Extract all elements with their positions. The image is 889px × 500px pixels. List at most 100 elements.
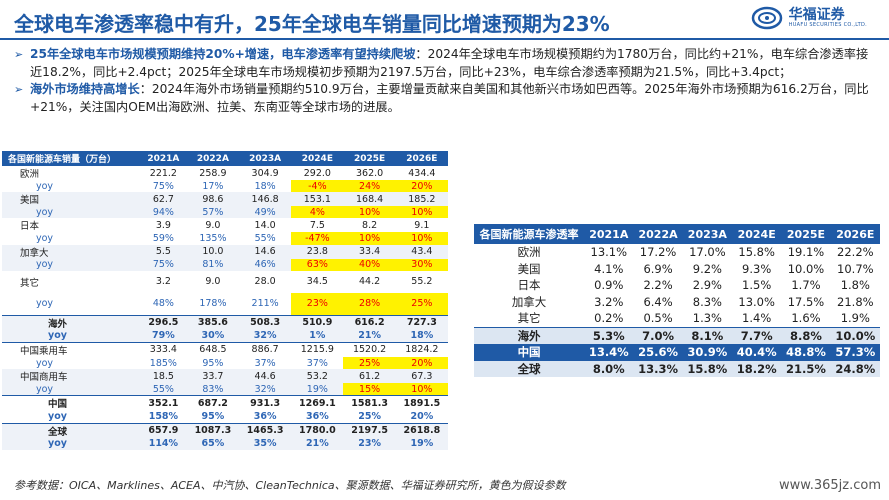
row-label: 全球: [517, 361, 541, 376]
table-row: yoy 75% 17% 18% -4% 24% 20%: [2, 180, 448, 193]
table-cell: 5.3%: [584, 326, 634, 344]
bullet-text: ：2024年海外市场销量预期约510.9万台，主要增量贡献来自美国和其他新兴市场…: [30, 82, 869, 114]
table-cell: 5.5: [140, 244, 187, 259]
header-year: 2025E: [343, 151, 396, 166]
table-cell: 65%: [186, 437, 240, 450]
table-cell: 44.2: [359, 276, 381, 288]
table-cell: 4.1%: [594, 261, 624, 276]
table-cell: 10%: [395, 206, 448, 219]
row-label: 其它: [20, 277, 40, 289]
table-cell: 8.3%: [692, 294, 722, 309]
table-cell: 55.2: [411, 276, 433, 288]
table-cell: 510.9: [291, 314, 344, 330]
row-label: 中国: [517, 345, 541, 360]
table-cell: 1780.0: [291, 422, 344, 438]
arrow-bullet-icon: ➢: [14, 83, 24, 96]
table-cell: 25%: [343, 356, 396, 370]
table-cell: 135%: [199, 232, 227, 244]
row-label: yoy: [2, 206, 140, 219]
table-cell: 24.8%: [835, 361, 876, 376]
table-cell: 94%: [140, 206, 187, 219]
table-cell: 1.9%: [840, 311, 870, 326]
table-cell: 17.2%: [639, 245, 677, 260]
row-label: 海外: [2, 314, 140, 330]
row-label: yoy: [36, 298, 54, 310]
table-cell: 352.1: [140, 395, 187, 411]
table-cell: 55%: [140, 383, 187, 396]
table-cell: 15.8%: [738, 245, 775, 260]
table-cell: 9.0: [205, 219, 221, 231]
table-row: yoy 59% 135% 55% -47% 10% 10%: [2, 232, 448, 245]
penetration-table: 各国新能源车渗透率 2021A 2022A 2023A 2024E 2025E 2026E …: [474, 224, 880, 377]
header-year: 2022A: [186, 151, 240, 166]
table-cell: 59%: [152, 232, 174, 244]
table-cell: 32%: [239, 383, 292, 396]
sales-table: 各国新能源车销量（万台） 2021A 2022A 2023A 2024E 2025E 202…: [2, 151, 448, 450]
header-year: 2026E: [830, 224, 880, 244]
table-cell: 1.7%: [791, 278, 821, 293]
table-cell: 62.7: [140, 192, 187, 207]
table-cell: 19%: [395, 437, 448, 450]
table-cell: 19%: [291, 383, 344, 396]
table-cell: 333.4: [140, 341, 187, 357]
table-cell: 3.2: [155, 276, 171, 288]
header-year: 2021A: [584, 224, 634, 244]
table-cell: 10.0%: [830, 326, 880, 344]
table-cell: -4%: [291, 180, 344, 193]
table-row: 美国 62.7 98.6 146.8 153.1 168.4 185.2: [2, 192, 448, 207]
table-cell: 18.2%: [736, 361, 777, 376]
table-cell: 1824.2: [395, 341, 448, 357]
table-cell: 434.4: [408, 167, 436, 179]
row-label: 欧洲: [517, 245, 541, 260]
table-cell: 13.4%: [588, 345, 629, 360]
table-cell: 20%: [410, 410, 434, 422]
table-cell: 114%: [140, 437, 187, 450]
table-cell: 25%: [395, 292, 448, 316]
table-cell: 37%: [254, 357, 276, 369]
table-cell: 30.9%: [687, 345, 728, 360]
table-cell: 10%: [343, 232, 396, 245]
bullet-item: ➢ 海外市场维持高增长：2024年海外市场销量预期约510.9万台，主要增量贡献…: [14, 81, 880, 116]
header-year: 2021A: [140, 151, 187, 166]
table-cell: 8.1%: [682, 326, 733, 344]
table-cell: 362.0: [356, 167, 384, 179]
table-row: yoy 158% 95% 36% 36% 25% 20%: [2, 410, 448, 423]
table-cell: 15.8%: [687, 361, 728, 376]
slide-title: 全球电车渗透率稳中有升，25年全球电车销量同比增速预期为23%: [14, 12, 610, 36]
table-cell: 13.1%: [590, 245, 628, 260]
table-row: yoy 94% 57% 49% 4% 10% 10%: [2, 206, 448, 219]
header-year: 2024E: [732, 224, 782, 244]
table-cell: 57%: [186, 206, 240, 219]
row-label: 欧洲: [20, 169, 40, 180]
table-cell: 7.7%: [732, 326, 782, 344]
table-cell: 33.7: [186, 369, 240, 384]
table-cell: 15%: [343, 383, 396, 396]
table-cell: 3.2%: [594, 294, 624, 309]
bullet-heading: 海外市场维持高增长: [30, 82, 140, 96]
table-cell: 0.9%: [594, 278, 624, 293]
table-cell: 8.0%: [592, 361, 625, 376]
table-cell: 6.4%: [643, 294, 673, 309]
table-cell: 75%: [140, 258, 187, 271]
table-cell: 18.5: [140, 369, 187, 384]
table-cell: 886.7: [239, 341, 292, 357]
table-cell: 158%: [148, 410, 179, 422]
header-label: 各国新能源车渗透率: [474, 224, 585, 244]
table-cell: 10.0: [186, 244, 240, 259]
table-cell: 43.4: [395, 244, 448, 259]
table-cell: 657.9: [140, 422, 187, 438]
table-cell: 17.0%: [689, 245, 726, 260]
table-cell: 55%: [254, 232, 276, 244]
table-cell: 53.2: [291, 369, 344, 384]
table-cell: 1269.1: [291, 395, 344, 411]
table-cell: 1465.3: [239, 422, 292, 438]
table-cell: 296.5: [140, 314, 187, 330]
table-cell: 25.6%: [638, 345, 679, 360]
bullet-text: ：2024年全球电车市场规模预期约为1780万台，同比约+21%，电车综合渗透率…: [30, 47, 869, 79]
row-label: yoy: [36, 180, 54, 192]
table-cell: 17%: [202, 180, 224, 192]
table-cell: 13.0%: [738, 294, 775, 309]
table-cell: 81%: [186, 258, 240, 271]
table-row: 其它 3.2 9.0 28.0 34.5 44.2 55.2: [2, 271, 448, 293]
table-cell: 30%: [186, 329, 240, 343]
